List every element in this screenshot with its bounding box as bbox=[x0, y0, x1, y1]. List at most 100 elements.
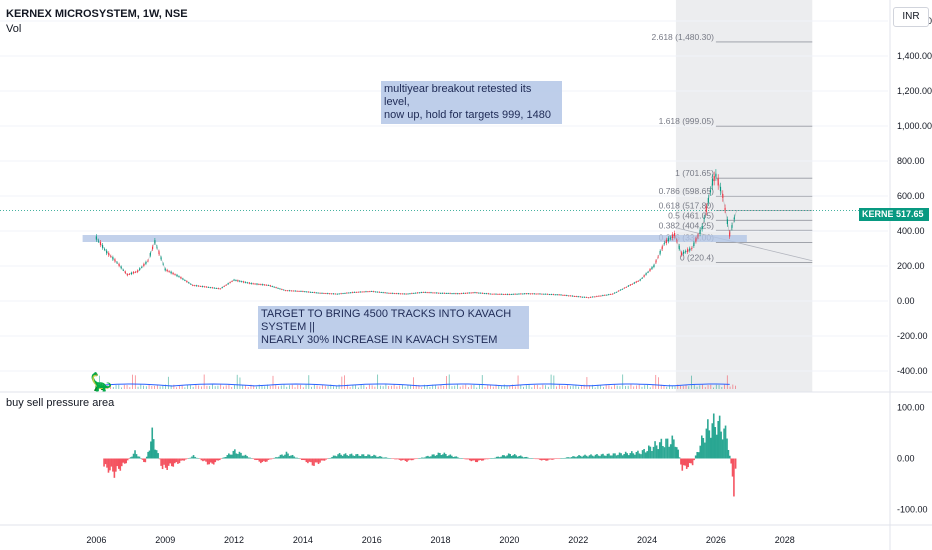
pressure-area-bar bbox=[573, 456, 576, 459]
volume-bar bbox=[561, 385, 563, 389]
pressure-area-bar bbox=[425, 456, 428, 459]
price-candle-body bbox=[612, 293, 614, 295]
pressure-area-bar bbox=[446, 456, 449, 459]
price-candle-body bbox=[288, 290, 291, 292]
pressure-area-bar bbox=[119, 458, 122, 471]
volume-bar bbox=[132, 374, 133, 389]
price-candle-body bbox=[685, 251, 687, 253]
volume-bar bbox=[261, 385, 263, 389]
pressure-area-bar bbox=[200, 458, 203, 461]
price-candle-body bbox=[527, 293, 530, 295]
price-candle-body bbox=[420, 292, 423, 294]
price-candle-body bbox=[332, 293, 335, 295]
pressure-area-bar bbox=[567, 457, 570, 459]
price-candle-body bbox=[340, 293, 342, 295]
volume-bar bbox=[721, 387, 723, 389]
pressure-area-bar bbox=[519, 455, 522, 459]
pressure-area-bar bbox=[164, 458, 167, 468]
volume-bar bbox=[390, 385, 392, 389]
volume-bar bbox=[619, 386, 621, 389]
price-candle-body bbox=[201, 286, 204, 287]
volume-bar bbox=[536, 384, 538, 389]
volume-bar bbox=[490, 385, 491, 389]
pressure-area-bar bbox=[287, 453, 289, 459]
pressure-area-bar bbox=[150, 441, 152, 459]
volume-bar bbox=[385, 384, 387, 389]
pressure-area-bar bbox=[228, 453, 230, 459]
price-candle-body bbox=[699, 229, 701, 234]
volume-bar bbox=[484, 387, 486, 389]
pressure-area-bar bbox=[122, 458, 125, 463]
price-candle-body bbox=[556, 294, 558, 296]
price-candle-body bbox=[110, 256, 112, 257]
pressure-area-bar bbox=[704, 442, 706, 459]
pressure-area-bar bbox=[486, 458, 489, 460]
price-candle-body bbox=[629, 284, 631, 286]
pressure-area-bar bbox=[391, 458, 393, 459]
price-candle-body bbox=[367, 291, 369, 293]
pressure-area-bar bbox=[129, 457, 132, 459]
fib-level-label: 0 (220.4) bbox=[680, 252, 714, 262]
volume-bar bbox=[245, 385, 246, 389]
price-candle-body bbox=[592, 296, 594, 298]
pressure-area-bar bbox=[214, 458, 217, 463]
pressure-area-bar bbox=[638, 453, 641, 459]
price-candle-body bbox=[101, 244, 104, 248]
pressure-area-bar bbox=[516, 456, 519, 459]
pressure-area-bar bbox=[503, 455, 506, 459]
pressure-area-bar bbox=[141, 458, 144, 460]
pressure-area-bar bbox=[302, 458, 305, 461]
volume-bar bbox=[393, 384, 395, 389]
pressure-area-bar bbox=[374, 455, 377, 459]
pressure-area-bar bbox=[413, 458, 416, 460]
pressure-area-bar bbox=[284, 454, 286, 459]
volume-bar bbox=[247, 387, 249, 389]
price-candle-body bbox=[178, 276, 180, 278]
pressure-area-bar bbox=[489, 458, 492, 459]
price-candle-body bbox=[441, 292, 444, 294]
indicator-y-tick-label: -100.00 bbox=[897, 505, 928, 515]
price-candle-body bbox=[487, 293, 489, 295]
annotation-breakout-note[interactable]: multiyear breakout retested its level, n… bbox=[381, 81, 562, 124]
volume-bar bbox=[178, 384, 180, 389]
pressure-area-bar bbox=[597, 455, 600, 459]
price-candle-body bbox=[497, 294, 499, 295]
volume-bar bbox=[443, 385, 445, 389]
pressure-area-bar bbox=[291, 454, 294, 459]
volume-bar bbox=[107, 385, 109, 389]
pressure-area-bar bbox=[712, 413, 715, 459]
price-candle-body bbox=[241, 281, 243, 283]
volume-bar bbox=[583, 384, 585, 389]
price-candle-body bbox=[184, 280, 186, 281]
volume-bar bbox=[611, 386, 613, 389]
price-candle-body bbox=[376, 291, 379, 293]
volume-bar bbox=[239, 377, 241, 389]
pressure-area-bar bbox=[714, 427, 717, 459]
pressure-area-bar bbox=[549, 458, 552, 460]
pressure-area-bar bbox=[350, 453, 353, 459]
volume-bar bbox=[625, 386, 626, 389]
price-candle-body bbox=[209, 287, 212, 289]
volume-bar bbox=[715, 384, 717, 389]
pressure-area-bar bbox=[710, 437, 712, 459]
pressure-area-bar bbox=[255, 458, 258, 461]
price-candle-body bbox=[196, 285, 198, 287]
volume-bar bbox=[545, 385, 546, 389]
y-axis-tick-label: 600.00 bbox=[897, 191, 925, 201]
pressure-area-bar bbox=[431, 454, 434, 459]
price-candle-body bbox=[615, 291, 618, 293]
price-candle-body bbox=[665, 239, 667, 244]
pressure-area-bar bbox=[103, 458, 105, 467]
volume-bar bbox=[289, 385, 290, 389]
price-candle-body bbox=[363, 291, 365, 293]
pressure-area-bar bbox=[147, 451, 149, 459]
pressure-area-bar bbox=[506, 455, 509, 459]
annotation-kavach-note[interactable]: TARGET TO BRING 4500 TRACKS INTO KAVACH … bbox=[258, 306, 529, 349]
pressure-area-bar bbox=[433, 454, 435, 459]
y-axis-tick-label: 1,400.00 bbox=[897, 51, 932, 61]
pressure-area-bar bbox=[422, 457, 425, 459]
pressure-area-bar bbox=[203, 458, 206, 461]
price-candle-body bbox=[510, 294, 512, 296]
currency-selector[interactable]: INR bbox=[893, 7, 929, 27]
price-candle-body bbox=[651, 267, 653, 269]
